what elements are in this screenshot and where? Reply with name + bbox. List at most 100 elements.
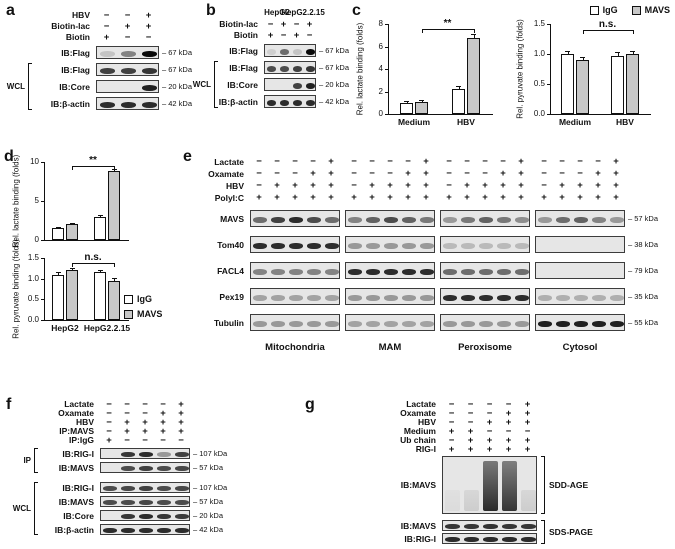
protein-band bbox=[271, 320, 285, 327]
condition-sign: + bbox=[524, 399, 531, 410]
protein-band bbox=[348, 216, 362, 223]
bar-mavs bbox=[66, 224, 78, 240]
protein-band bbox=[157, 514, 171, 519]
legend-label: IgG bbox=[602, 5, 618, 15]
blot-strip bbox=[442, 456, 537, 514]
protein-band bbox=[325, 268, 339, 275]
significance-label: ** bbox=[443, 18, 452, 29]
aggregate-smear bbox=[483, 460, 498, 511]
condition-sign: + bbox=[613, 168, 619, 179]
legend-item-mavs: MAVS bbox=[124, 309, 162, 319]
condition-sign: + bbox=[464, 192, 470, 203]
bar-igg bbox=[52, 274, 64, 320]
group-bracket bbox=[28, 63, 32, 110]
condition-sign: + bbox=[448, 444, 455, 455]
condition-sign: + bbox=[423, 180, 429, 191]
fraction-label: MAM bbox=[378, 342, 402, 353]
condition-sign: − bbox=[482, 156, 488, 167]
condition-sign: − bbox=[106, 426, 112, 437]
legend-swatch bbox=[631, 5, 641, 15]
panel-e-blots: Lactate − − − − + − − − − + − − − − + − − − − + Oxamate − − − + + −… bbox=[190, 156, 675, 356]
kda-marker: – 20 kDa bbox=[162, 81, 193, 91]
blot-label: IB:Core bbox=[59, 81, 90, 92]
bar-mavs bbox=[467, 37, 480, 114]
condition-sign: + bbox=[500, 180, 506, 191]
condition-sign: − bbox=[467, 417, 474, 428]
condition-sign: − bbox=[448, 408, 455, 419]
protein-band bbox=[402, 268, 416, 275]
kda-marker: – 67 kDa bbox=[162, 47, 193, 57]
condition-sign: − bbox=[106, 408, 112, 419]
protein-band bbox=[479, 242, 493, 249]
protein-band bbox=[175, 500, 189, 505]
condition-sign: + bbox=[310, 192, 316, 203]
condition-sign: + bbox=[467, 435, 474, 446]
error-bar bbox=[114, 169, 115, 172]
protein-band bbox=[289, 320, 303, 327]
protein-band bbox=[445, 524, 460, 529]
x-axis bbox=[44, 320, 129, 321]
error-bar bbox=[58, 271, 59, 275]
condition-sign: − bbox=[369, 168, 375, 179]
protein-band bbox=[121, 452, 135, 457]
condition-label: Lactate bbox=[406, 399, 436, 409]
condition-label: IP:MAVS bbox=[59, 426, 94, 436]
category-label: Medium bbox=[397, 117, 431, 127]
blot-label: IB:RIG-I bbox=[62, 448, 94, 459]
protein-band bbox=[420, 242, 434, 249]
y-tick bbox=[385, 69, 388, 70]
protein-band bbox=[99, 67, 116, 74]
protein-band bbox=[574, 320, 588, 327]
condition-sign: + bbox=[505, 435, 512, 446]
group-bracket bbox=[541, 520, 545, 544]
protein-band bbox=[289, 294, 303, 301]
kda-marker: – 57 kDa bbox=[193, 462, 224, 472]
condition-sign: − bbox=[124, 10, 131, 21]
y-tick bbox=[41, 299, 44, 301]
condition-sign: + bbox=[124, 417, 130, 428]
protein-band bbox=[515, 268, 529, 275]
condition-sign: + bbox=[280, 19, 287, 30]
blot-label: IB:MAVS bbox=[58, 462, 94, 473]
aggregate-smear bbox=[445, 489, 460, 511]
blot-label: Pex19 bbox=[219, 291, 244, 302]
blot-strip bbox=[345, 262, 435, 279]
blot-label: IB:β-actin bbox=[50, 98, 90, 109]
significance-bracket bbox=[72, 166, 114, 167]
condition-sign: + bbox=[405, 168, 411, 179]
condition-sign: − bbox=[486, 399, 493, 410]
condition-label: RIG-I bbox=[415, 444, 436, 454]
protein-band bbox=[502, 524, 517, 529]
protein-band bbox=[443, 268, 457, 275]
condition-sign: − bbox=[292, 156, 298, 167]
condition-sign: − bbox=[464, 156, 470, 167]
protein-band bbox=[253, 294, 267, 301]
condition-sign: + bbox=[577, 192, 583, 203]
protein-band bbox=[175, 466, 189, 471]
protein-band bbox=[279, 99, 290, 106]
condition-sign: + bbox=[145, 21, 152, 32]
blot-strip bbox=[535, 288, 625, 305]
y-tick bbox=[385, 91, 388, 93]
condition-sign: − bbox=[595, 156, 601, 167]
protein-band bbox=[292, 48, 303, 55]
protein-band bbox=[271, 242, 285, 249]
protein-band bbox=[325, 294, 339, 301]
condition-sign: − bbox=[577, 168, 583, 179]
protein-band bbox=[384, 242, 398, 249]
protein-band bbox=[515, 320, 529, 327]
kda-marker: – 42 kDa bbox=[162, 98, 193, 108]
group-bracket bbox=[34, 448, 38, 473]
condition-sign: + bbox=[613, 156, 619, 167]
condition-sign: − bbox=[124, 399, 130, 410]
protein-band bbox=[402, 216, 416, 223]
protein-band bbox=[121, 528, 135, 533]
condition-sign: + bbox=[310, 168, 316, 179]
bar-mavs bbox=[626, 54, 639, 114]
condition-sign: + bbox=[518, 168, 524, 179]
bar-igg bbox=[611, 55, 624, 114]
protein-band bbox=[348, 268, 362, 275]
y-tick-label: 0.0 bbox=[533, 109, 545, 118]
condition-sign: − bbox=[306, 30, 313, 41]
y-tick-label: 1.5 bbox=[533, 19, 545, 28]
